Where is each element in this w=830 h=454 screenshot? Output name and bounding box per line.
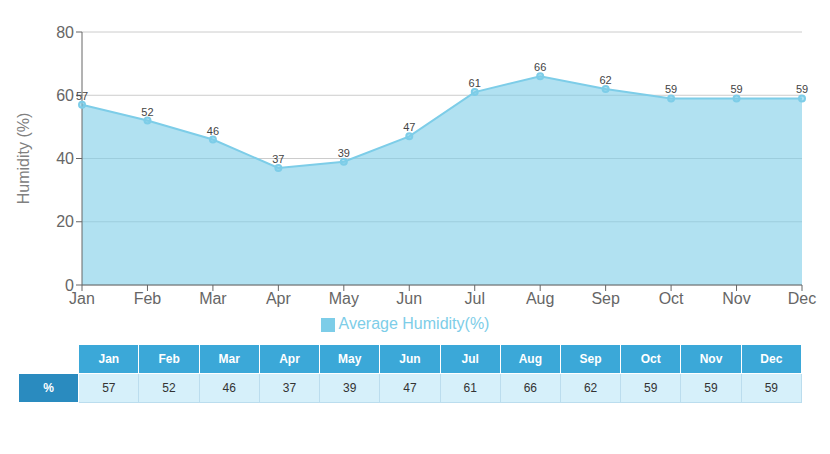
html-text:52: 52 bbox=[162, 381, 176, 395]
html-text:59: 59 bbox=[704, 381, 718, 395]
svg-text:66: 66 bbox=[534, 61, 546, 73]
html-text:62: 62 bbox=[583, 381, 598, 395]
html-text:Jul: Jul bbox=[461, 352, 479, 366]
html-text:66: 66 bbox=[523, 381, 537, 395]
svg-text:Jul: Jul bbox=[465, 290, 485, 307]
html-text:46: 46 bbox=[222, 381, 236, 395]
svg-text:80: 80 bbox=[56, 24, 74, 41]
svg-text:40: 40 bbox=[56, 150, 74, 167]
svg-text:59: 59 bbox=[665, 83, 677, 95]
svg-text:Aug: Aug bbox=[526, 290, 554, 307]
svg-text:Humidity (%): Humidity (%) bbox=[15, 113, 32, 205]
html-text:Nov: Nov bbox=[699, 352, 723, 366]
html-text:59: 59 bbox=[764, 381, 778, 395]
svg-text:59: 59 bbox=[796, 83, 808, 95]
svg-text:Jan: Jan bbox=[69, 290, 95, 308]
svg-text:Nov: Nov bbox=[722, 290, 750, 307]
svg-text:47: 47 bbox=[403, 121, 415, 133]
html-text:Dec: Dec bbox=[760, 352, 783, 366]
svg-text:52: 52 bbox=[141, 106, 153, 118]
html-text:37: 37 bbox=[282, 381, 297, 395]
svg-text:Mar: Mar bbox=[199, 290, 227, 307]
svg-text:Apr: Apr bbox=[266, 290, 292, 307]
html-text:Oct: Oct bbox=[640, 352, 661, 366]
svg-text:Sep: Sep bbox=[591, 290, 620, 307]
svg-text:46: 46 bbox=[207, 125, 219, 137]
html-text:Mar: Mar bbox=[218, 352, 240, 366]
svg-text:39: 39 bbox=[338, 147, 350, 159]
html-text:May: May bbox=[338, 352, 362, 366]
svg-text:59: 59 bbox=[730, 83, 742, 95]
html-text:Average Humidity(%): Average Humidity(%) bbox=[338, 315, 490, 332]
html-text:59: 59 bbox=[644, 381, 658, 395]
html-text:39: 39 bbox=[343, 381, 357, 395]
html-text:57: 57 bbox=[102, 381, 116, 395]
svg-text:Oct: Oct bbox=[659, 290, 684, 307]
svg-text:Dec: Dec bbox=[788, 290, 816, 307]
svg-text:60: 60 bbox=[56, 87, 74, 104]
svg-text:57: 57 bbox=[76, 90, 88, 102]
html-text:Feb: Feb bbox=[158, 352, 180, 366]
html-text:Apr: Apr bbox=[279, 352, 300, 366]
html-text:Jan: Jan bbox=[98, 352, 120, 366]
svg-text:62: 62 bbox=[600, 74, 612, 86]
svg-text:20: 20 bbox=[56, 213, 74, 230]
html-text:61: 61 bbox=[463, 381, 477, 395]
svg-text:Jun: Jun bbox=[396, 290, 422, 307]
html-text:Sep: Sep bbox=[579, 352, 602, 366]
svg-text:61: 61 bbox=[469, 77, 481, 89]
svg-text:0: 0 bbox=[65, 277, 74, 294]
svg-text:May: May bbox=[329, 290, 359, 307]
html-text:47: 47 bbox=[403, 381, 417, 395]
svg-text:Feb: Feb bbox=[134, 290, 162, 307]
svg-text:37: 37 bbox=[272, 153, 284, 165]
html-text:Aug: Aug bbox=[518, 352, 542, 366]
html-text:Jun: Jun bbox=[399, 352, 421, 366]
